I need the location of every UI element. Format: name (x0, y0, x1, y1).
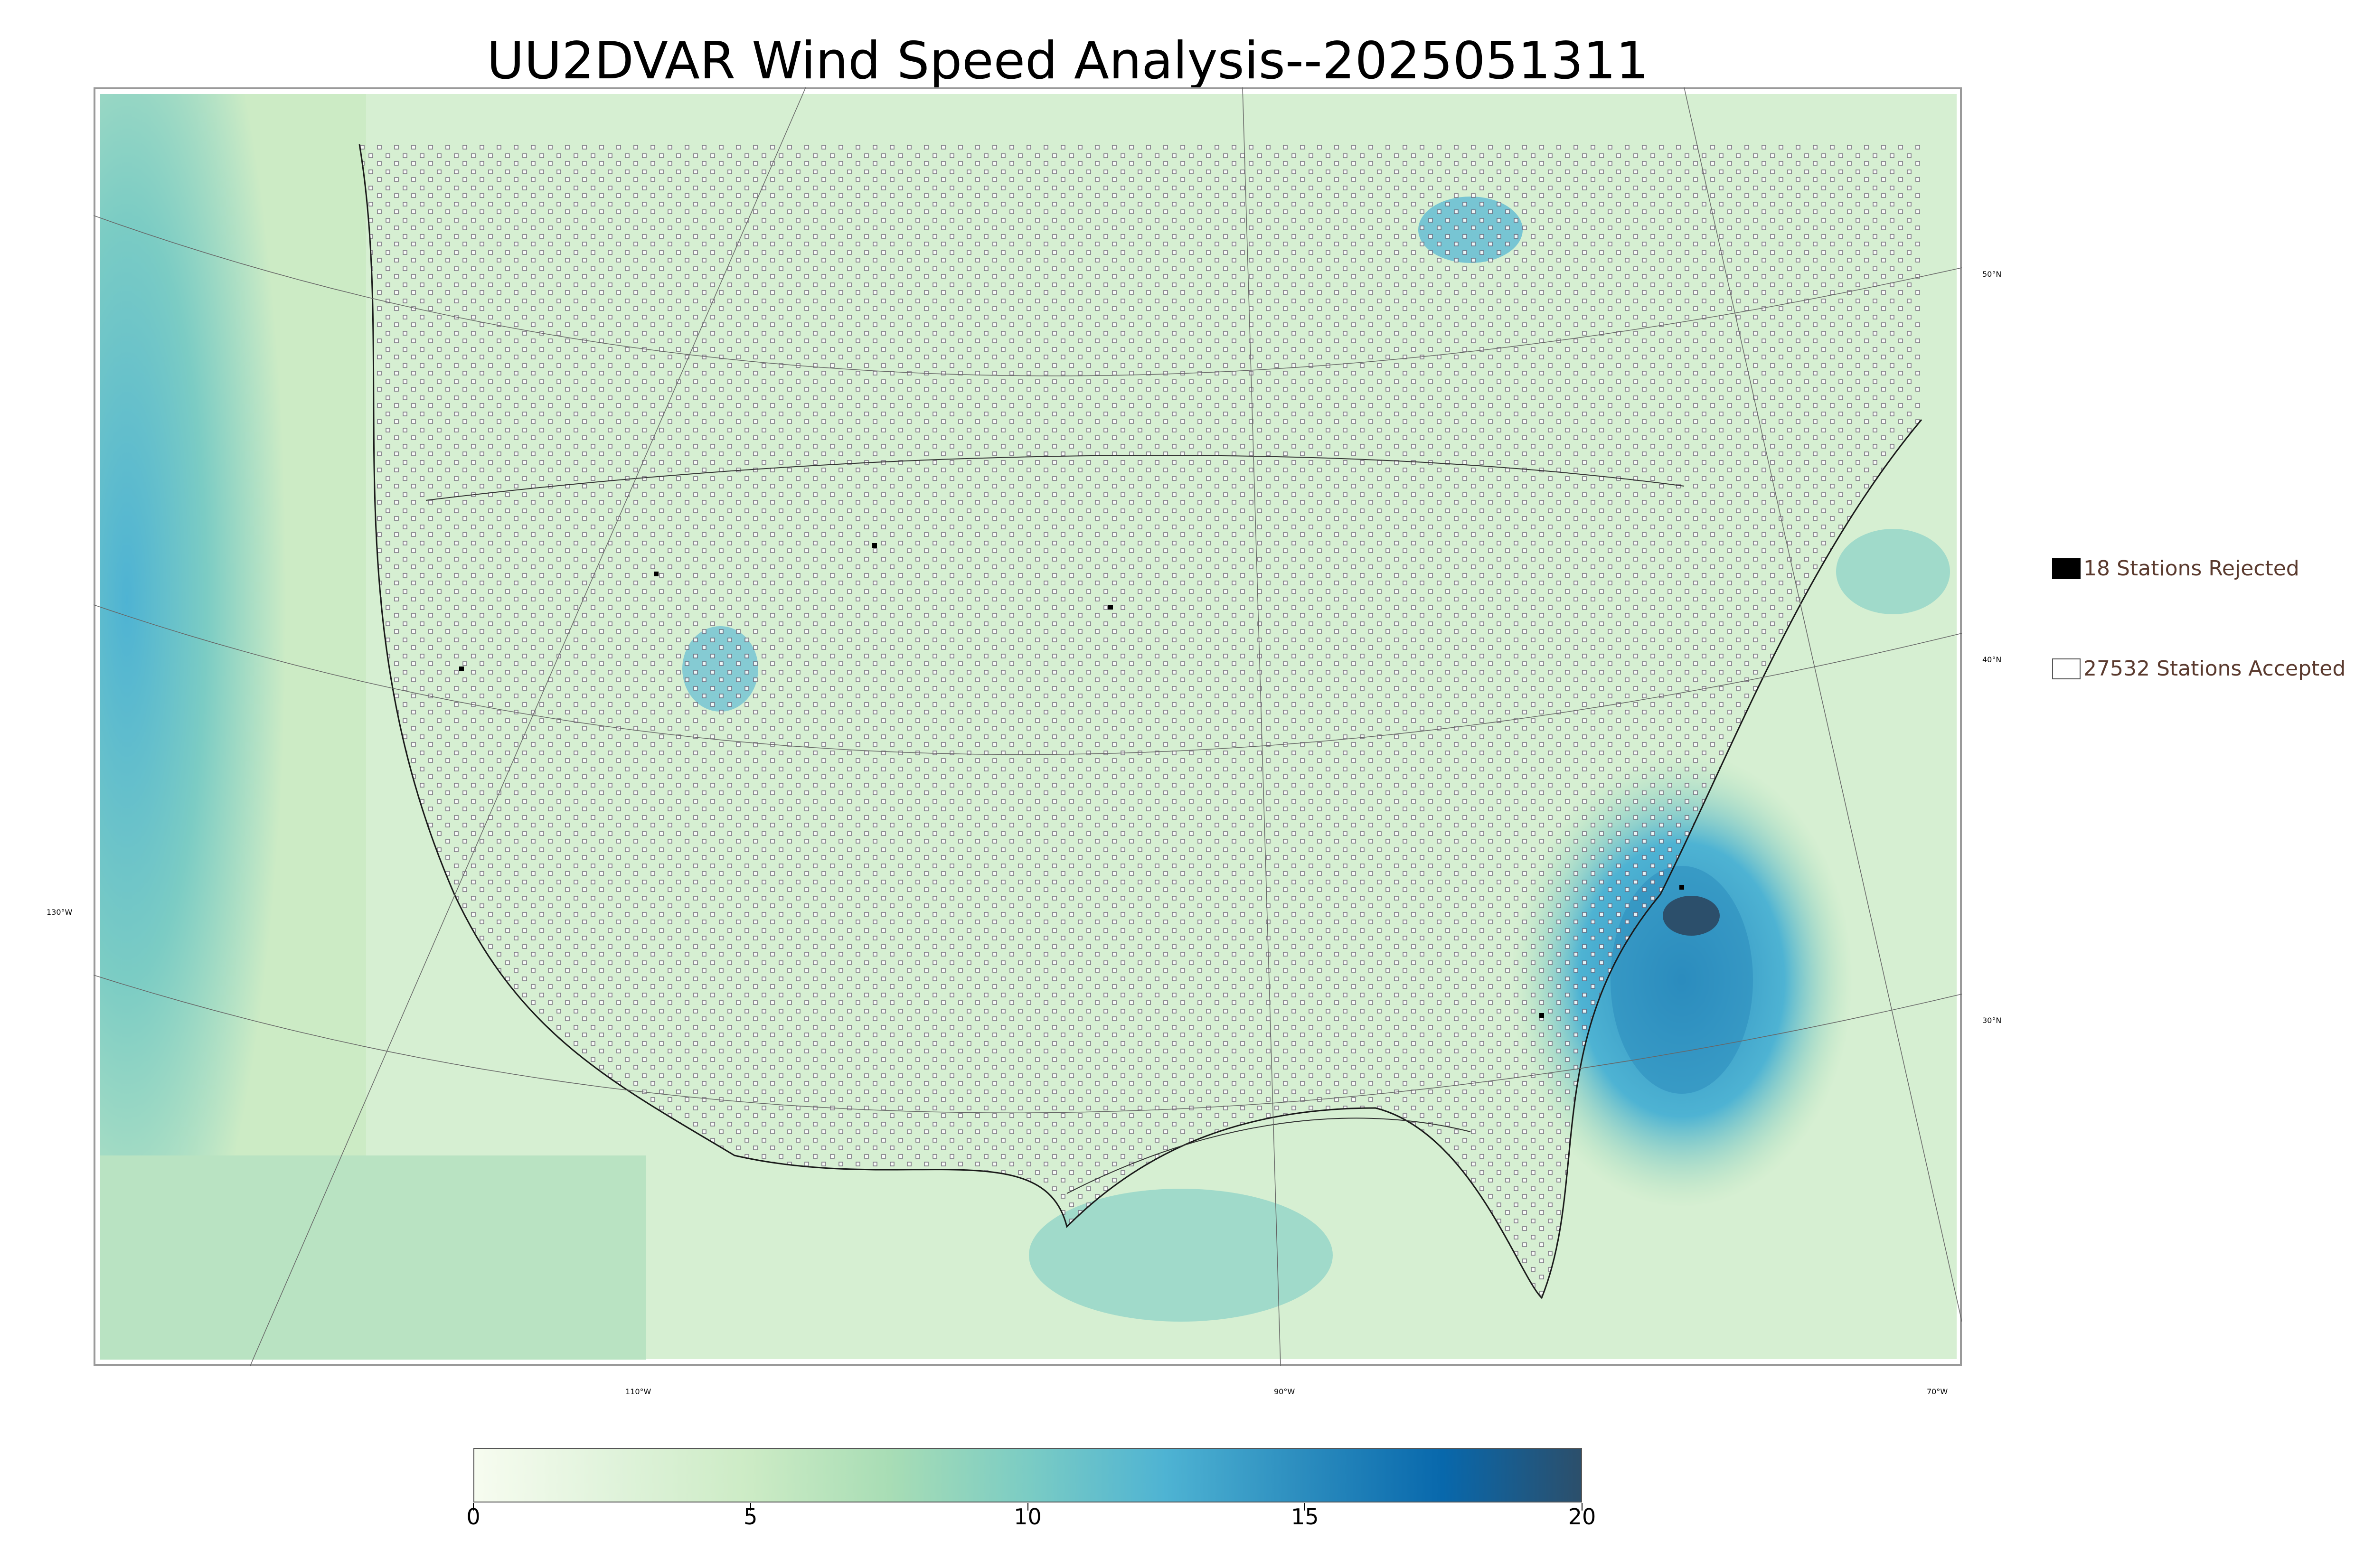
map-title: UU2DVAR Wind Speed Analysis--2025051311 (487, 31, 1649, 91)
colorbar-tick (473, 1503, 474, 1511)
colorbar-tick-label: 15 (1291, 1504, 1319, 1530)
lat-label-50n: 50°N (1982, 270, 2002, 279)
legend-accepted: 27532 Stations Accepted (2052, 657, 2346, 681)
colorbar-tick (750, 1503, 751, 1511)
colorbar-tick-label: 20 (1568, 1504, 1596, 1530)
colorbar-tick-label: 0 (466, 1504, 480, 1530)
lon-label-130w: 130°W (47, 908, 73, 917)
legend-accepted-label: 27532 Stations Accepted (2083, 657, 2346, 681)
accepted-marker-icon (2052, 658, 2081, 679)
legend-rejected-label: 18 Stations Rejected (2083, 556, 2299, 581)
colorbar-tick-label: 5 (744, 1504, 758, 1530)
lat-label-40n: 40°N (1982, 655, 2002, 664)
wind-speed-colorbar (473, 1448, 1582, 1502)
colorbar-tick-label: 10 (1014, 1504, 1042, 1530)
lon-label-110w: 110°W (625, 1387, 651, 1396)
rejected-marker-icon (2052, 558, 2081, 579)
lon-label-70w: 70°W (1927, 1387, 1948, 1396)
lat-label-30n: 30°N (1982, 1016, 2002, 1025)
colorbar-tick (1304, 1503, 1306, 1511)
colorbar-tick (1027, 1503, 1028, 1511)
colorbar-tick (1582, 1503, 1583, 1511)
legend-rejected: 18 Stations Rejected (2052, 556, 2299, 581)
wind-speed-map (94, 87, 1962, 1366)
lon-label-90w: 90°W (1274, 1387, 1295, 1396)
